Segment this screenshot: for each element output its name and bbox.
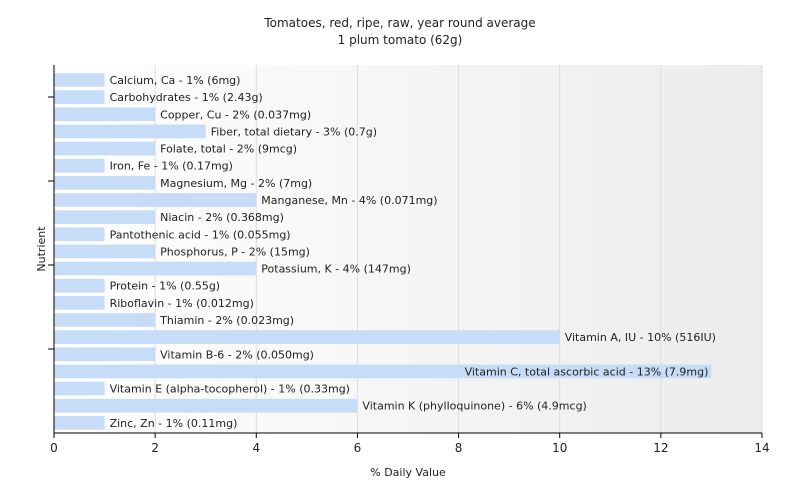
bar-label: Phosphorus, P - 2% (15mg) <box>160 245 310 258</box>
bar <box>54 313 156 327</box>
chart-title: Tomatoes, red, ripe, raw, year round ave… <box>264 16 536 30</box>
bar <box>54 227 105 242</box>
bar <box>54 176 156 190</box>
x-ticks: 0 2 4 6 8 10 12 14 <box>50 433 770 455</box>
bar-label: Carbohydrates - 1% (2.43g) <box>110 91 263 104</box>
bar <box>54 278 105 293</box>
bars: Calcium, Ca - 1% (6mg) Carbohydrates - 1%… <box>54 73 716 430</box>
axes <box>48 65 762 434</box>
bar-label: Protein - 1% (0.55g) <box>110 280 221 293</box>
x-tick-label: 14 <box>754 441 769 455</box>
bar-label: Magnesium, Mg - 2% (7mg) <box>160 177 312 190</box>
bar-label: Iron, Fe - 1% (0.17mg) <box>110 160 233 173</box>
bar <box>54 124 206 139</box>
x-tick-label: 12 <box>653 441 668 455</box>
x-tick-label: 2 <box>151 441 159 455</box>
bar-label: Riboflavin - 1% (0.012mg) <box>110 297 254 310</box>
bar-label: Zinc, Zn - 1% (0.11mg) <box>110 417 238 430</box>
bar-label: Thiamin - 2% (0.023mg) <box>159 314 294 327</box>
y-axis-label: Nutrient <box>35 226 48 272</box>
bar <box>54 210 156 224</box>
bar-label: Calcium, Ca - 1% (6mg) <box>110 74 241 87</box>
bar-label: Manganese, Mn - 4% (0.071mg) <box>261 194 437 207</box>
bar <box>54 107 156 122</box>
x-tick-label: 8 <box>455 441 463 455</box>
bar <box>54 381 105 396</box>
bar-label: Niacin - 2% (0.368mg) <box>160 211 284 224</box>
bar <box>54 261 257 276</box>
bar <box>54 158 105 173</box>
bar-label: Vitamin E (alpha-tocopherol) - 1% (0.33m… <box>110 383 350 396</box>
bar <box>54 73 105 87</box>
bar <box>54 296 105 310</box>
bar <box>54 141 156 156</box>
bar <box>54 193 257 207</box>
bar-label: Vitamin C, total ascorbic acid - 13% (7.… <box>465 365 709 378</box>
x-tick-label: 10 <box>552 441 567 455</box>
bar-label: Fiber, total dietary - 3% (0.7g) <box>211 125 377 138</box>
bar <box>54 330 560 344</box>
bar-label: Pantothenic acid - 1% (0.055mg) <box>110 228 291 241</box>
bar <box>54 347 156 362</box>
x-tick-label: 0 <box>50 441 58 455</box>
bar-label: Vitamin A, IU - 10% (516IU) <box>565 331 716 344</box>
bar <box>54 416 105 430</box>
bar-label: Copper, Cu - 2% (0.037mg) <box>160 108 311 121</box>
bar <box>54 364 712 379</box>
bar-label: Potassium, K - 4% (147mg) <box>261 263 411 276</box>
x-axis-label: % Daily Value <box>370 466 446 479</box>
x-tick-label: 6 <box>354 441 362 455</box>
chart-subtitle: 1 plum tomato (62g) <box>337 33 463 47</box>
bar-label: Vitamin K (phylloquinone) - 6% (4.9mcg) <box>362 400 586 413</box>
x-tick-label: 4 <box>252 441 260 455</box>
bar-label: Folate, total - 2% (9mcg) <box>160 143 297 156</box>
bar-label: Vitamin B-6 - 2% (0.050mg) <box>160 348 314 361</box>
bar <box>54 90 105 104</box>
bar <box>54 398 358 413</box>
bar <box>54 244 156 259</box>
